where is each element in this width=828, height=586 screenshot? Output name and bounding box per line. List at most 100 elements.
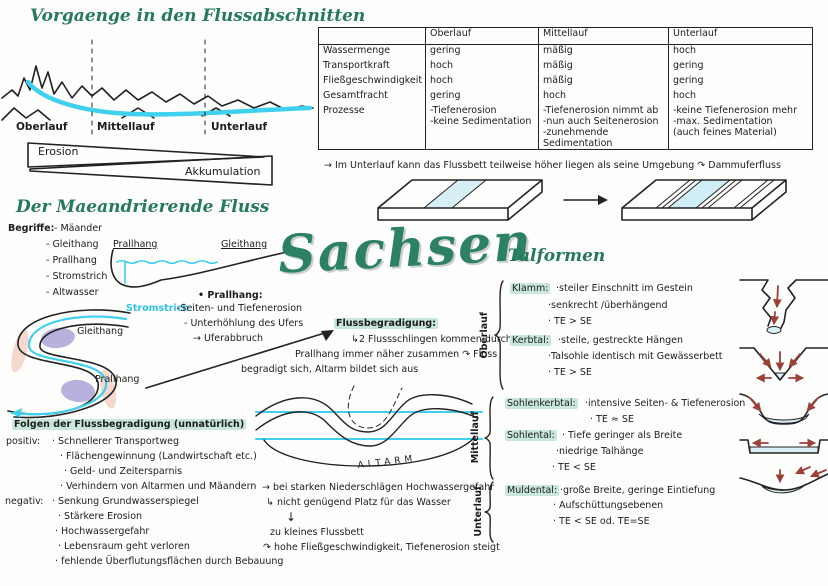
negativ-item: · Lebensraum geht verloren <box>58 541 190 552</box>
begriff-item: - Mäander <box>54 223 103 234</box>
talform-point: · TE ≈ SE <box>590 414 634 425</box>
cell: hoch <box>425 60 539 75</box>
begriff-item: - Prallhang <box>46 255 97 266</box>
flussabschnitte-table: Oberlauf Mittellauf Unterlauf Wassermeng… <box>318 27 813 150</box>
table-header-unterlauf: Unterlauf <box>668 27 813 45</box>
cell: gering <box>668 75 813 90</box>
negativ-item: · Senkung Grundwasserspiegel <box>52 496 199 507</box>
talform-name: Klamm: <box>510 283 551 294</box>
talform-name: Kerbtal: <box>510 335 551 346</box>
brace-path <box>494 280 504 390</box>
erosion-arrow <box>749 397 762 412</box>
profile-label-mittellauf: Mittellauf <box>97 121 155 133</box>
cell-line: -max. Sedimentation <box>673 116 773 127</box>
table-row: Wassermenge gering mäßig hoch <box>319 44 813 60</box>
cell: hoch <box>668 44 813 60</box>
cell-line: -zunehmende Sedimentation <box>543 127 613 149</box>
prallhang-point: -Seiten- und Tiefenerosion <box>177 303 303 314</box>
positiv-item: · Schnellerer Transportweg <box>52 436 179 447</box>
table-row-prozesse: Prozesse -Tiefenerosion -keine Sedimenta… <box>319 105 813 150</box>
flussbett-block-sketches <box>377 179 787 221</box>
page-title: Vorgaenge in den Flussabschnitten <box>30 6 366 26</box>
sohlenkerbtal-sketch <box>739 393 828 425</box>
table-row: Transportkraft hoch mäßig gering <box>319 60 813 75</box>
side-label-oberlauf: Oberlauf <box>479 311 491 359</box>
cell: mäßig <box>538 44 669 60</box>
positiv-item: · Verhindern von Altarmen und Mäandern <box>60 481 257 492</box>
river-course-line <box>25 79 313 117</box>
erosion-arrow <box>809 469 827 478</box>
row-label: Transportkraft <box>323 60 390 71</box>
row-label: Gesamtfracht <box>323 90 388 101</box>
row-label: Fließgeschwindigkeit <box>323 75 423 86</box>
table-header-oberlauf: Oberlauf <box>425 27 539 45</box>
cell-line: -keine Sedimentation <box>430 116 532 127</box>
sachsen-title: Sachsen <box>276 211 535 286</box>
stromstrich-flow-line <box>10 315 128 416</box>
s-inner-bank <box>13 323 129 419</box>
hochwasser-line: zu kleines Flussbett <box>270 527 364 538</box>
erosion-akkumulation-wedges <box>27 142 273 186</box>
cell-line: (auch feines Material) <box>673 127 777 138</box>
foreground-hill-left <box>1 107 51 121</box>
prallhang-point: → Uferabbruch <box>193 333 264 344</box>
cell: -keine Tiefenerosion mehr -max. Sediment… <box>668 105 813 150</box>
talformen-title: Talformen <box>508 246 606 266</box>
talform-point: ·senkrecht /überhängend <box>548 300 668 311</box>
table-row: Fließgeschwindigkeit hoch mäßig gering <box>319 75 813 90</box>
altarm-sketch: ALTARM <box>255 385 483 471</box>
s-prallhang-label: Prallhang <box>95 374 140 385</box>
row-label: Prozesse <box>323 105 365 116</box>
erosion-arrow <box>772 285 782 309</box>
old-course-dashed <box>347 385 403 429</box>
talform-name: Muldental: <box>505 485 560 496</box>
cell: -Tiefenerosion -keine Sedimentation <box>425 105 539 150</box>
meander-outline-2 <box>255 408 479 447</box>
brace-unterlauf <box>484 481 494 543</box>
altarm-text: ALTARM <box>357 454 417 471</box>
erosion-label: Erosion <box>38 145 79 158</box>
positiv-label: positiv: <box>6 436 41 447</box>
begradigung-title: Flussbegradigung: <box>334 318 438 329</box>
down-arrow: ↓ <box>286 510 297 524</box>
altarm-loop <box>263 437 475 467</box>
cell: gering <box>425 44 539 60</box>
prallhang-point: - Unterhöhlung des Ufers <box>184 318 304 329</box>
klamm-sketch <box>739 279 828 334</box>
cell: hoch <box>538 90 669 105</box>
cell: hoch <box>425 75 539 90</box>
channel-1 <box>422 179 488 209</box>
negativ-item: · Stärkere Erosion <box>58 511 143 522</box>
brace-path <box>484 396 494 480</box>
talform-name: Sohlenkerbtal: <box>505 398 578 409</box>
begriff-item: - Altwasser <box>46 287 99 298</box>
side-label-mittellauf: Mittellauf <box>469 411 481 464</box>
bank-profile <box>110 249 298 288</box>
muldental-profile <box>739 473 828 491</box>
channel-2 <box>666 179 732 209</box>
cell: gering <box>668 60 813 75</box>
talform-point: ·steile, gestreckte Hängen <box>558 335 683 346</box>
side-label-unterlauf: Unterlauf <box>473 485 485 537</box>
erosion-arrow <box>794 466 811 475</box>
muldental-sketch <box>739 466 828 494</box>
begriff-item: - Gleithang <box>46 239 99 250</box>
flow-arrowhead <box>12 408 22 418</box>
talform-point: ·Talsohle identisch mit Gewässerbett <box>548 351 723 362</box>
brace-oberlauf <box>494 280 504 390</box>
meander-s-sketch <box>7 309 131 419</box>
cross-prallhang-label: Prallhang <box>113 239 158 250</box>
negativ-label: negativ: <box>5 496 44 507</box>
cell-line: -nun auch Seitenerosion <box>543 116 659 127</box>
sohlental-profile <box>739 439 828 454</box>
talform-point: ·steiler Einschnitt im Gestein <box>556 283 693 294</box>
hochwasser-line: ↷ hohe Fließgeschwindigkeit, Tiefenerosi… <box>263 542 500 553</box>
river-profile-sketch <box>1 39 314 137</box>
prallhang-heading: • Prallhang: <box>198 290 263 301</box>
klamm-right-wall <box>780 279 828 329</box>
klamm-left-wall <box>739 279 772 327</box>
talform-name: Sohlental: <box>505 430 557 441</box>
gleithang-lavender-patch <box>61 379 95 403</box>
cell-line: -keine Tiefenerosion mehr <box>673 105 797 116</box>
